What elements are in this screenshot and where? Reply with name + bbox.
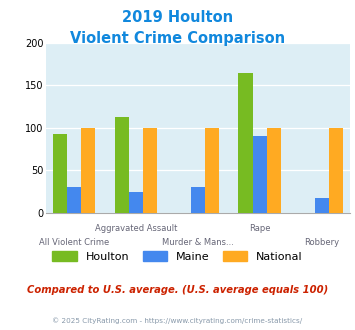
Bar xyxy=(315,198,329,213)
Legend: Houlton, Maine, National: Houlton, Maine, National xyxy=(52,251,303,262)
Text: All Violent Crime: All Violent Crime xyxy=(39,238,109,247)
Text: Robbery: Robbery xyxy=(304,238,339,247)
Text: Murder & Mans...: Murder & Mans... xyxy=(162,238,234,247)
Bar xyxy=(129,192,143,213)
Bar xyxy=(239,73,253,213)
Text: © 2025 CityRating.com - https://www.cityrating.com/crime-statistics/: © 2025 CityRating.com - https://www.city… xyxy=(53,317,302,324)
Bar xyxy=(267,128,281,213)
Bar xyxy=(53,134,67,213)
Text: 2019 Houlton: 2019 Houlton xyxy=(122,10,233,25)
Text: Rape: Rape xyxy=(249,224,271,233)
Text: Aggravated Assault: Aggravated Assault xyxy=(95,224,177,233)
Bar xyxy=(67,186,81,213)
Text: Compared to U.S. average. (U.S. average equals 100): Compared to U.S. average. (U.S. average … xyxy=(27,285,328,295)
Bar xyxy=(81,128,95,213)
Bar xyxy=(205,128,219,213)
Bar xyxy=(191,186,205,213)
Bar xyxy=(115,117,129,213)
Text: Violent Crime Comparison: Violent Crime Comparison xyxy=(70,31,285,46)
Bar xyxy=(143,128,157,213)
Bar xyxy=(329,128,343,213)
Bar xyxy=(253,136,267,213)
